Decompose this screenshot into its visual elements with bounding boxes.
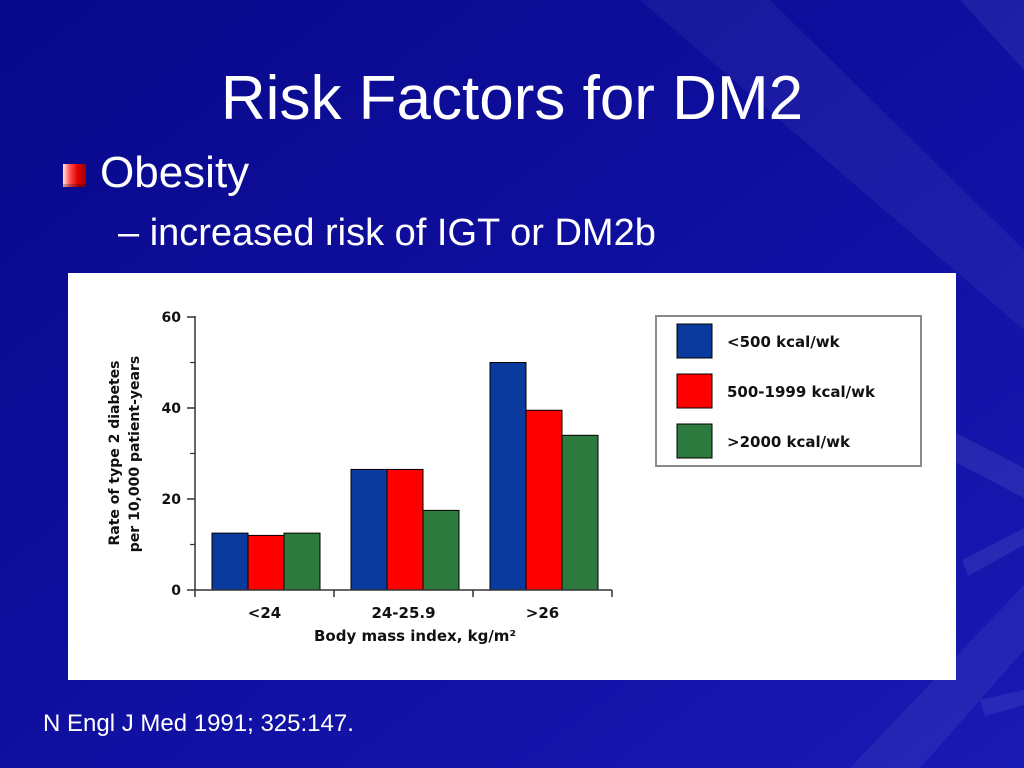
y-tick-label: 20 xyxy=(162,492,182,508)
bar xyxy=(350,468,388,591)
y-axis-title-line-2: per 10,000 patient-years xyxy=(127,356,143,552)
legend-swatch xyxy=(676,423,713,459)
legend-label: <500 kcal/wk xyxy=(727,333,841,351)
x-tick-label: 24-25.9 xyxy=(371,604,435,622)
sub-bullet-text: increased risk of IGT or DM2b xyxy=(149,212,656,254)
bar-chart: 0 20 40 60 <24 24-25.9 >26 <500 kcal/wk 500-199… xyxy=(107,310,922,645)
bullet-text: Obesity xyxy=(100,148,250,197)
background-streak xyxy=(640,0,1024,330)
bar xyxy=(247,534,285,591)
legend-label: >2000 kcal/wk xyxy=(727,433,851,451)
chart-panel: 0 20 40 60 <24 24-25.9 >26 <500 kcal/wk 500-199… xyxy=(68,273,956,680)
red-square-bullet-icon xyxy=(63,164,86,187)
bar xyxy=(422,509,460,591)
axes-group: 0 20 40 60 <24 24-25.9 >26 xyxy=(162,310,613,622)
bar xyxy=(386,468,424,591)
background-streak xyxy=(960,0,1024,70)
y-tick-label: 60 xyxy=(162,310,182,326)
background-streak xyxy=(942,430,1024,498)
legend: <500 kcal/wk 500-1999 kcal/wk >2000 kcal/w… xyxy=(655,315,922,467)
legend-label: 500-1999 kcal/wk xyxy=(727,383,876,401)
background-streak xyxy=(980,690,1024,716)
y-tick-label: 0 xyxy=(171,583,181,599)
bar xyxy=(561,434,599,591)
sub-bullet: – increased risk of IGT or DM2b xyxy=(118,214,656,252)
y-tick-label: 40 xyxy=(162,401,182,417)
citation: N Engl J Med 1991; 325:147. xyxy=(43,710,354,737)
bars-group xyxy=(211,362,599,591)
slide-title: Risk Factors for DM2 xyxy=(220,64,804,133)
x-tick-label: >26 xyxy=(526,604,559,622)
bar xyxy=(489,362,527,591)
x-tick-label: <24 xyxy=(248,604,281,622)
bar xyxy=(211,532,249,591)
legend-swatch xyxy=(676,373,713,409)
background-streak xyxy=(962,528,1024,576)
y-axis-title-line-1: Rate of type 2 diabetes xyxy=(107,360,123,545)
sub-bullet-dash: – xyxy=(118,212,140,254)
legend-swatch xyxy=(676,323,713,359)
bar xyxy=(525,409,563,591)
x-axis-title: Body mass index, kg/m² xyxy=(314,627,516,645)
bar xyxy=(283,532,321,591)
